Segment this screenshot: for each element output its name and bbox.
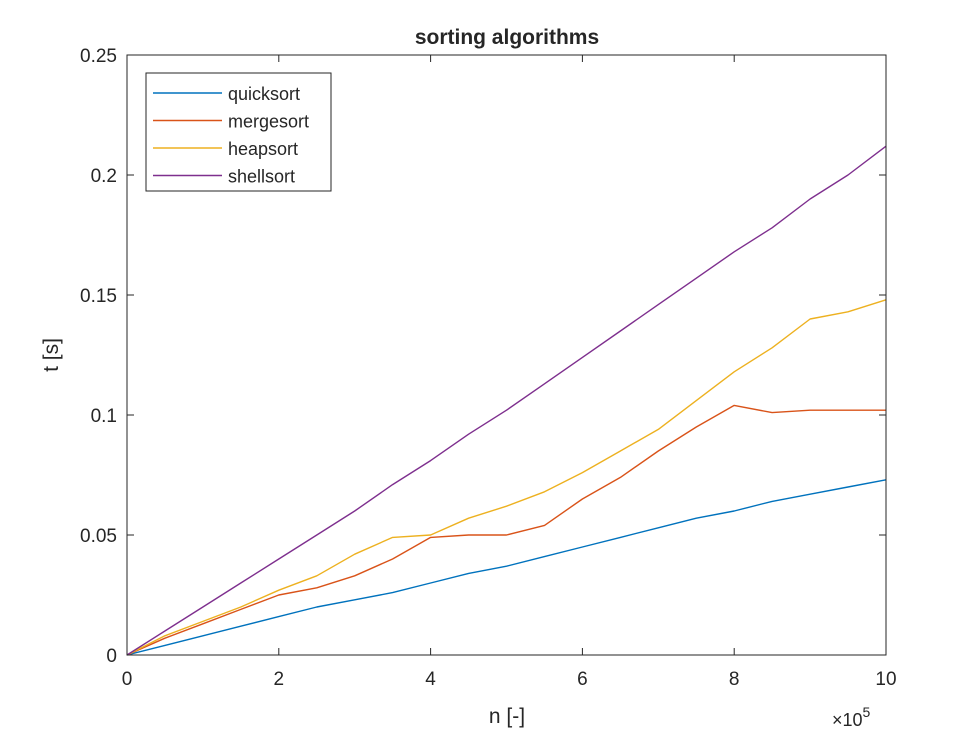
x-tick-label: 4 xyxy=(425,669,436,690)
y-axis-label: t [s] xyxy=(40,338,63,372)
x-tick-label: 10 xyxy=(875,669,896,690)
series-line-mergesort xyxy=(126,404,886,656)
series-line-heapsort xyxy=(126,299,887,656)
y-tick-label: 0.2 xyxy=(91,166,117,187)
series-line-quicksort xyxy=(126,479,887,656)
legend-label-mergesort: mergesort xyxy=(228,112,309,132)
x-axis-exponent-power: 5 xyxy=(863,704,871,720)
series-line-shellsort xyxy=(126,145,887,656)
legend-label-shellsort: shellsort xyxy=(228,167,295,187)
x-tick-label: 8 xyxy=(729,669,740,690)
legend-items: quicksort mergesort heapsort shellsort xyxy=(153,84,309,187)
y-tick-label: 0.1 xyxy=(91,406,117,427)
y-tick-label: 0.15 xyxy=(80,286,117,307)
legend: quicksort mergesort heapsort shellsort xyxy=(145,72,332,192)
x-axis-exponent-base: ×10 xyxy=(832,710,863,730)
legend-label-quicksort: quicksort xyxy=(228,84,300,104)
x-tick-label: 6 xyxy=(577,669,588,690)
series-layer xyxy=(126,145,887,656)
y-tick-label: 0.05 xyxy=(80,526,117,547)
legend-label-heapsort: heapsort xyxy=(228,139,298,159)
x-axis-ticks: 0 2 4 6 8 10 xyxy=(122,55,897,690)
x-axis-exponent: ×105 xyxy=(832,704,871,730)
legend-box xyxy=(145,72,332,192)
y-tick-label: 0.25 xyxy=(80,46,117,67)
plot-area: 0 2 4 6 8 10 0 0.05 0.1 0.15 0.2 0.25 xyxy=(80,46,897,690)
axes-box xyxy=(126,54,887,656)
chart-title: sorting algorithms xyxy=(415,26,599,49)
x-tick-label: 2 xyxy=(274,669,285,690)
x-axis-label: n [-] xyxy=(489,705,525,728)
x-tick-label: 0 xyxy=(122,669,133,690)
y-tick-label: 0 xyxy=(106,646,117,667)
y-axis-ticks: 0 0.05 0.1 0.15 0.2 0.25 xyxy=(80,46,886,667)
